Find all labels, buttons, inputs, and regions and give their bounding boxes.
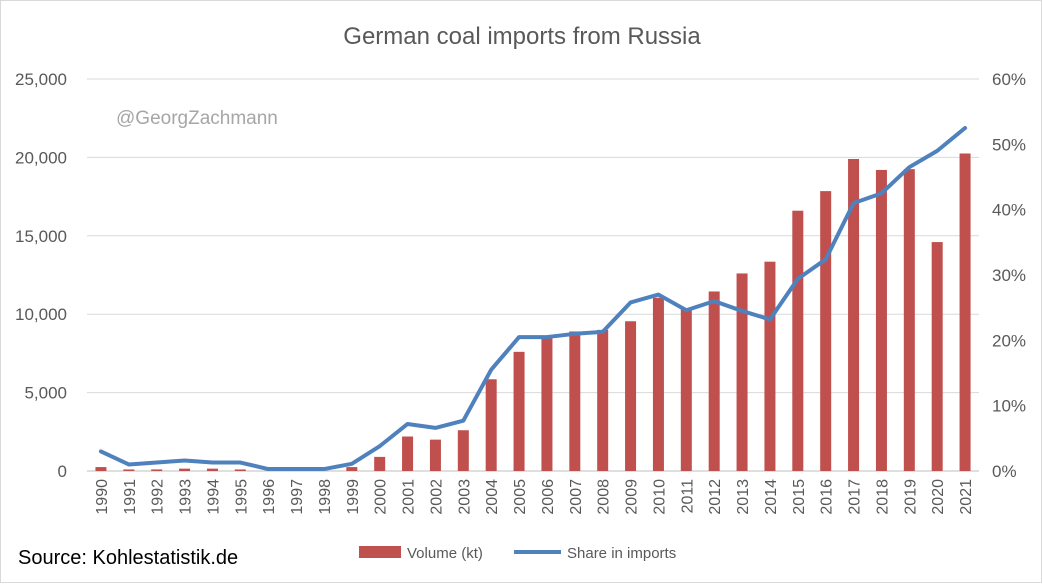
x-tick-label: 1996 (261, 479, 278, 515)
volume-bar (402, 436, 414, 471)
gridlines (87, 78, 979, 472)
right-tick-label: 50% (992, 135, 1026, 154)
share-line-group (98, 126, 968, 472)
x-tick-label: 2003 (456, 479, 473, 515)
volume-bar (429, 439, 441, 471)
x-tick-label: 2001 (401, 479, 418, 515)
legend: Volume (kt) Share in imports (359, 545, 676, 562)
x-tick-label: 2019 (902, 479, 919, 515)
x-tick-label: 1990 (94, 479, 111, 515)
x-tick-label: 1993 (178, 479, 195, 515)
right-tick-label: 20% (992, 331, 1026, 350)
left-tick-label: 10,000 (15, 305, 67, 324)
volume-bar (234, 469, 246, 471)
x-tick-label: 2005 (512, 479, 529, 515)
x-tick-label: 2009 (624, 479, 641, 515)
x-tick-label: 2021 (958, 479, 975, 515)
x-tick-label: 2015 (791, 479, 808, 515)
volume-bar (374, 456, 386, 471)
x-tick-label: 1992 (150, 479, 167, 515)
left-axis-ticks: 0 5,000 10,000 15,000 20,000 25,000 (15, 70, 67, 481)
volume-bar (123, 469, 135, 471)
left-tick-label: 5,000 (24, 384, 67, 403)
volume-bar (959, 153, 971, 472)
x-tick-label: 1999 (345, 479, 362, 515)
x-tick-label: 2020 (930, 479, 947, 515)
x-tick-label: 1995 (233, 479, 250, 515)
volume-bar (792, 210, 804, 471)
volume-bar (903, 169, 915, 471)
x-tick-label: 2008 (596, 479, 613, 515)
share-line (98, 126, 968, 472)
legend-share-label: Share in imports (567, 545, 676, 562)
volume-bar (95, 467, 107, 471)
volume-bar (764, 261, 776, 471)
right-tick-label: 60% (992, 70, 1026, 89)
volume-bar (931, 242, 943, 471)
x-tick-label: 1994 (205, 479, 222, 515)
volume-bar (513, 351, 525, 471)
volume-bar (820, 191, 832, 471)
x-tick-label: 2000 (373, 479, 390, 515)
volume-bars (95, 153, 971, 472)
x-tick-label: 2017 (847, 479, 864, 515)
x-tick-label: 2012 (707, 479, 724, 515)
volume-bar (848, 158, 860, 471)
x-tick-label: 2013 (735, 479, 752, 515)
right-axis-ticks: 0% 10% 20% 30% 40% 50% 60% (992, 70, 1026, 481)
volume-bar (179, 468, 191, 471)
legend-volume-label: Volume (kt) (407, 545, 483, 562)
volume-bar (875, 169, 887, 471)
legend-volume-swatch (359, 546, 401, 558)
right-tick-label: 10% (992, 397, 1026, 416)
right-tick-label: 30% (992, 266, 1026, 285)
chart-title: German coal imports from Russia (343, 23, 701, 50)
volume-bar (597, 329, 609, 471)
volume-bar (346, 467, 358, 471)
x-tick-label: 2010 (651, 479, 668, 515)
left-tick-label: 0 (58, 462, 67, 481)
volume-bar (680, 309, 692, 471)
left-tick-label: 15,000 (15, 227, 67, 246)
x-tick-label: 2002 (428, 479, 445, 515)
x-tick-label: 2016 (819, 479, 836, 515)
x-axis-ticks: 1990 1991 1992 1993 1994 1995 1996 1997 1998 1999… (94, 479, 975, 515)
volume-bar (206, 468, 218, 471)
x-tick-label: 2011 (679, 479, 696, 514)
left-tick-label: 25,000 (15, 70, 67, 89)
x-tick-label: 1991 (122, 479, 139, 515)
volume-bar (569, 331, 581, 471)
x-tick-label: 2007 (568, 479, 585, 515)
x-tick-label: 1997 (289, 479, 306, 515)
x-tick-label: 1998 (317, 479, 334, 515)
x-tick-label: 2004 (484, 479, 501, 515)
volume-bar (736, 273, 748, 471)
volume-bar (541, 337, 553, 471)
volume-bar (457, 430, 469, 471)
watermark: @GeorgZachmann (116, 108, 278, 129)
volume-bar (151, 469, 163, 471)
volume-bar (625, 321, 637, 471)
right-tick-label: 0% (992, 462, 1017, 481)
left-tick-label: 20,000 (15, 148, 67, 167)
volume-bar (485, 379, 497, 471)
x-tick-label: 2014 (763, 479, 780, 515)
x-tick-label: 2006 (540, 479, 557, 515)
source-note: Source: Kohlestatistik.de (18, 547, 238, 569)
volume-bar (652, 297, 664, 471)
x-tick-label: 2018 (874, 479, 891, 515)
volume-bar (708, 291, 720, 471)
right-tick-label: 40% (992, 201, 1026, 220)
